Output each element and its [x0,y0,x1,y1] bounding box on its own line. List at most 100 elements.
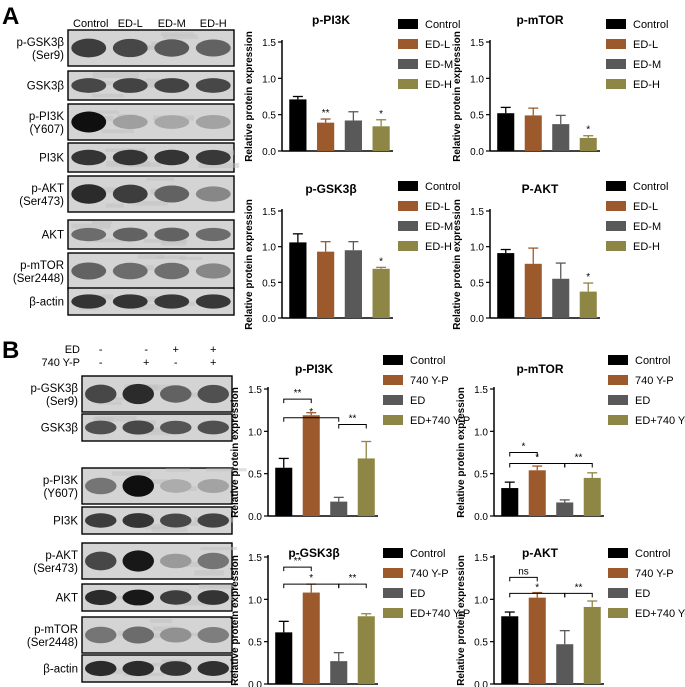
legend-swatch [606,39,626,49]
blot-band [85,477,117,495]
y-tick-label: 0.0 [474,512,488,523]
blot-treatment-label: ED [65,344,80,356]
blot-band [122,513,154,528]
bar [357,616,375,684]
bar [528,470,546,516]
y-tick-label: 1.0 [474,427,488,438]
legend-entry: ED-H [633,241,660,253]
significance-mark: * [379,256,383,267]
legend-entry: ED+740 Y-P [635,415,685,427]
y-tick-label: 1.0 [470,243,484,254]
y-tick-label: 0.5 [474,638,488,649]
legend-entry: ED-M [425,221,453,233]
bar-chart: p-PI3K Relative protein expression 0.0 0.5 1… [230,355,470,523]
bar-chart: p-GSK3β Relative protein expression 0.0 0.5… [230,546,470,687]
y-tick-label: 0.5 [248,638,262,649]
blot-band [154,39,190,57]
blot-row-label: p-PI3K (Y607) [43,475,78,500]
legend-entry: ED-M [633,221,661,233]
blot-band [112,114,148,130]
blot-row-label: AKT [56,593,78,605]
y-axis-label: Relative protein expression [244,31,255,162]
chart-title: p-GSK3β [288,546,339,560]
significance-bracket [338,583,367,589]
blot-band [122,626,154,644]
blot-band [195,227,231,242]
blot-band [197,384,229,404]
blot-row-label: GSK3β [27,81,65,93]
legend-entry: 740 Y-P [635,375,674,387]
significance-label: ** [349,573,357,584]
blot-band [154,262,190,280]
blot-band [154,227,190,242]
bar [552,124,570,151]
blot-band [85,384,117,404]
y-tick-label: 0.5 [262,111,276,122]
y-tick-label: 0.0 [470,314,484,325]
chart-title: p-PI3K [295,362,333,376]
blot-band [160,479,192,493]
blot-band [154,78,190,93]
y-tick-label: 1.0 [262,243,276,254]
legend-entry: Control [633,181,668,193]
blot-band [71,111,107,133]
bar [344,120,362,151]
legend-swatch [383,588,403,598]
blot-row-label: AKT [42,230,64,242]
y-tick-label: 1.5 [470,38,484,49]
blot-row-label: GSK3β [41,423,79,435]
legend-entry: ED-M [425,59,453,71]
blot-band [71,78,107,93]
y-tick-label: 0.0 [262,147,276,158]
chart-title: P-AKT [522,182,559,196]
y-tick-label: 1.0 [248,427,262,438]
legend-entry: 740 Y-P [410,568,449,580]
legend-swatch [398,241,418,251]
blot-band [122,475,154,497]
blot-band [197,478,229,494]
legend-swatch [606,19,626,29]
bar [556,644,574,684]
blot-band [197,590,229,605]
blot-band [197,513,229,528]
blot-band [122,589,154,606]
legend-entry: ED+740 Y-P [410,415,470,427]
significance-label: ** [294,388,302,399]
legend-entry: ED [635,395,650,407]
bar [556,502,574,516]
legend-swatch [398,221,418,231]
bar [317,122,335,151]
significance-mark: * [586,125,590,136]
significance-label: ** [294,556,302,567]
y-tick-label: 0.5 [474,470,488,481]
blot-band [154,294,190,309]
blot-row-label: p-mTOR (Ser2448) [27,624,78,649]
blot-band [112,262,148,280]
legend-swatch [608,355,628,365]
blot-band [112,184,148,204]
y-axis-label: Relative protein expression [244,199,255,330]
legend-entry: Control [425,181,460,193]
legend-entry: ED-L [425,201,450,213]
blot-band [195,186,231,202]
legend-swatch [608,548,628,558]
bar [497,253,515,318]
bar [275,467,293,516]
legend-swatch [383,395,403,405]
significance-mark: * [379,109,383,120]
blot-band [197,552,229,570]
legend-swatch [606,79,626,89]
blot-band [154,185,190,203]
bar [330,501,348,516]
blot-row-label: PI3K [53,516,78,528]
blot-row-label: β-actin [29,297,64,309]
blot-band [197,661,229,676]
y-tick-label: 0.5 [470,278,484,289]
y-axis-label: Relative protein expression [456,555,467,686]
blot-band [195,149,231,166]
bar [579,137,597,151]
y-tick-label: 1.0 [248,595,262,606]
bar-chart: P-AKT Relative protein expression 0.0 0.5 1.… [452,181,668,330]
bar [524,115,542,151]
significance-bracket [564,463,593,468]
